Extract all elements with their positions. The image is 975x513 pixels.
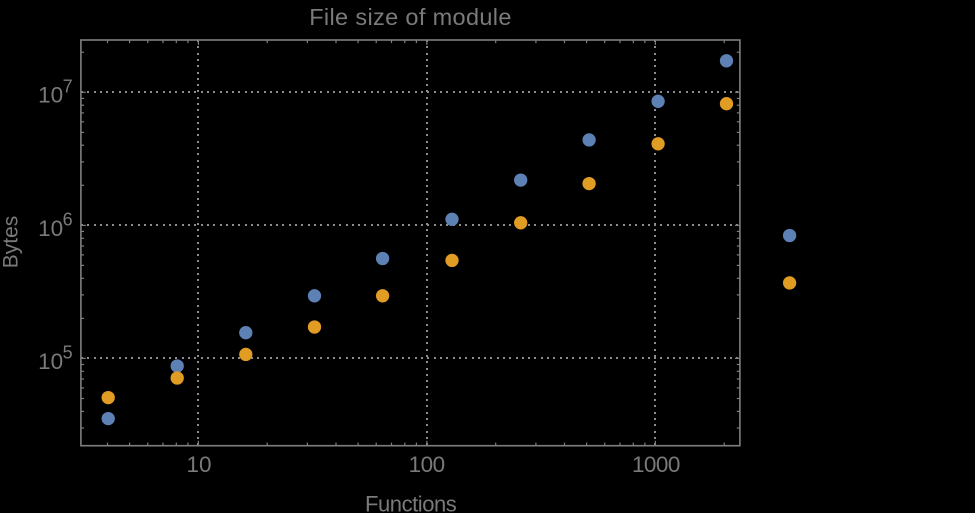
svg-text:10: 10 bbox=[186, 452, 211, 477]
svg-text:6: 6 bbox=[63, 210, 73, 230]
svg-text:Functions: Functions bbox=[365, 491, 457, 513]
svg-text:File size of module: File size of module bbox=[309, 4, 512, 30]
svg-text:10: 10 bbox=[38, 83, 63, 108]
svg-text:5: 5 bbox=[63, 343, 73, 363]
svg-text:10: 10 bbox=[38, 349, 63, 374]
svg-text:Bytes: Bytes bbox=[0, 216, 23, 269]
svg-text:1000: 1000 bbox=[632, 452, 680, 477]
svg-text:10: 10 bbox=[38, 216, 63, 241]
svg-text:100: 100 bbox=[409, 452, 445, 477]
svg-text:7: 7 bbox=[63, 77, 73, 97]
